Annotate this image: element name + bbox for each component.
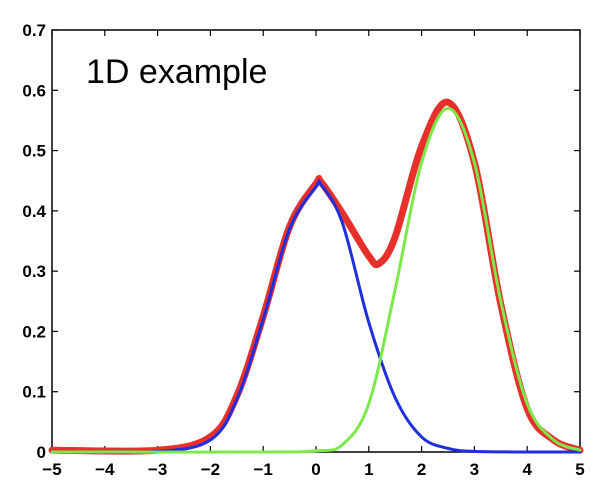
component-one-line bbox=[50, 179, 582, 454]
x-tick-label: −5 bbox=[42, 460, 61, 479]
y-tick-label: 0.4 bbox=[22, 202, 46, 221]
x-tick-label: 4 bbox=[522, 460, 532, 479]
y-tick-label: 0.3 bbox=[22, 262, 46, 281]
x-tick-label: −1 bbox=[254, 460, 273, 479]
x-tick-label: 0 bbox=[311, 460, 320, 479]
axis-ticks bbox=[51, 29, 581, 453]
series-group bbox=[48, 98, 584, 455]
y-tick-label: 0 bbox=[37, 443, 46, 462]
plot-frame bbox=[51, 29, 581, 453]
mixture-density-line bbox=[48, 98, 584, 455]
x-tick-label: 2 bbox=[417, 460, 426, 479]
y-tick-label: 0.6 bbox=[22, 81, 46, 100]
x-tick-label: 1 bbox=[364, 460, 373, 479]
component-two-line bbox=[50, 106, 582, 454]
y-tick-label: 0.1 bbox=[22, 383, 46, 402]
x-tick-label: −4 bbox=[95, 460, 115, 479]
x-tick-labels: −5 −4 −3 −2 −1 0 1 2 3 4 5 bbox=[42, 460, 584, 479]
x-tick-label: −2 bbox=[201, 460, 220, 479]
y-tick-labels: 0 0.1 0.2 0.3 0.4 0.5 0.6 0.7 bbox=[22, 21, 46, 462]
x-tick-label: 3 bbox=[470, 460, 479, 479]
y-tick-label: 0.5 bbox=[22, 142, 46, 161]
chart-annotation: 1D example bbox=[86, 53, 267, 91]
x-tick-label: 5 bbox=[575, 460, 584, 479]
y-tick-label: 0.7 bbox=[22, 21, 46, 40]
x-tick-label: −3 bbox=[148, 460, 167, 479]
y-tick-label: 0.2 bbox=[22, 322, 46, 341]
